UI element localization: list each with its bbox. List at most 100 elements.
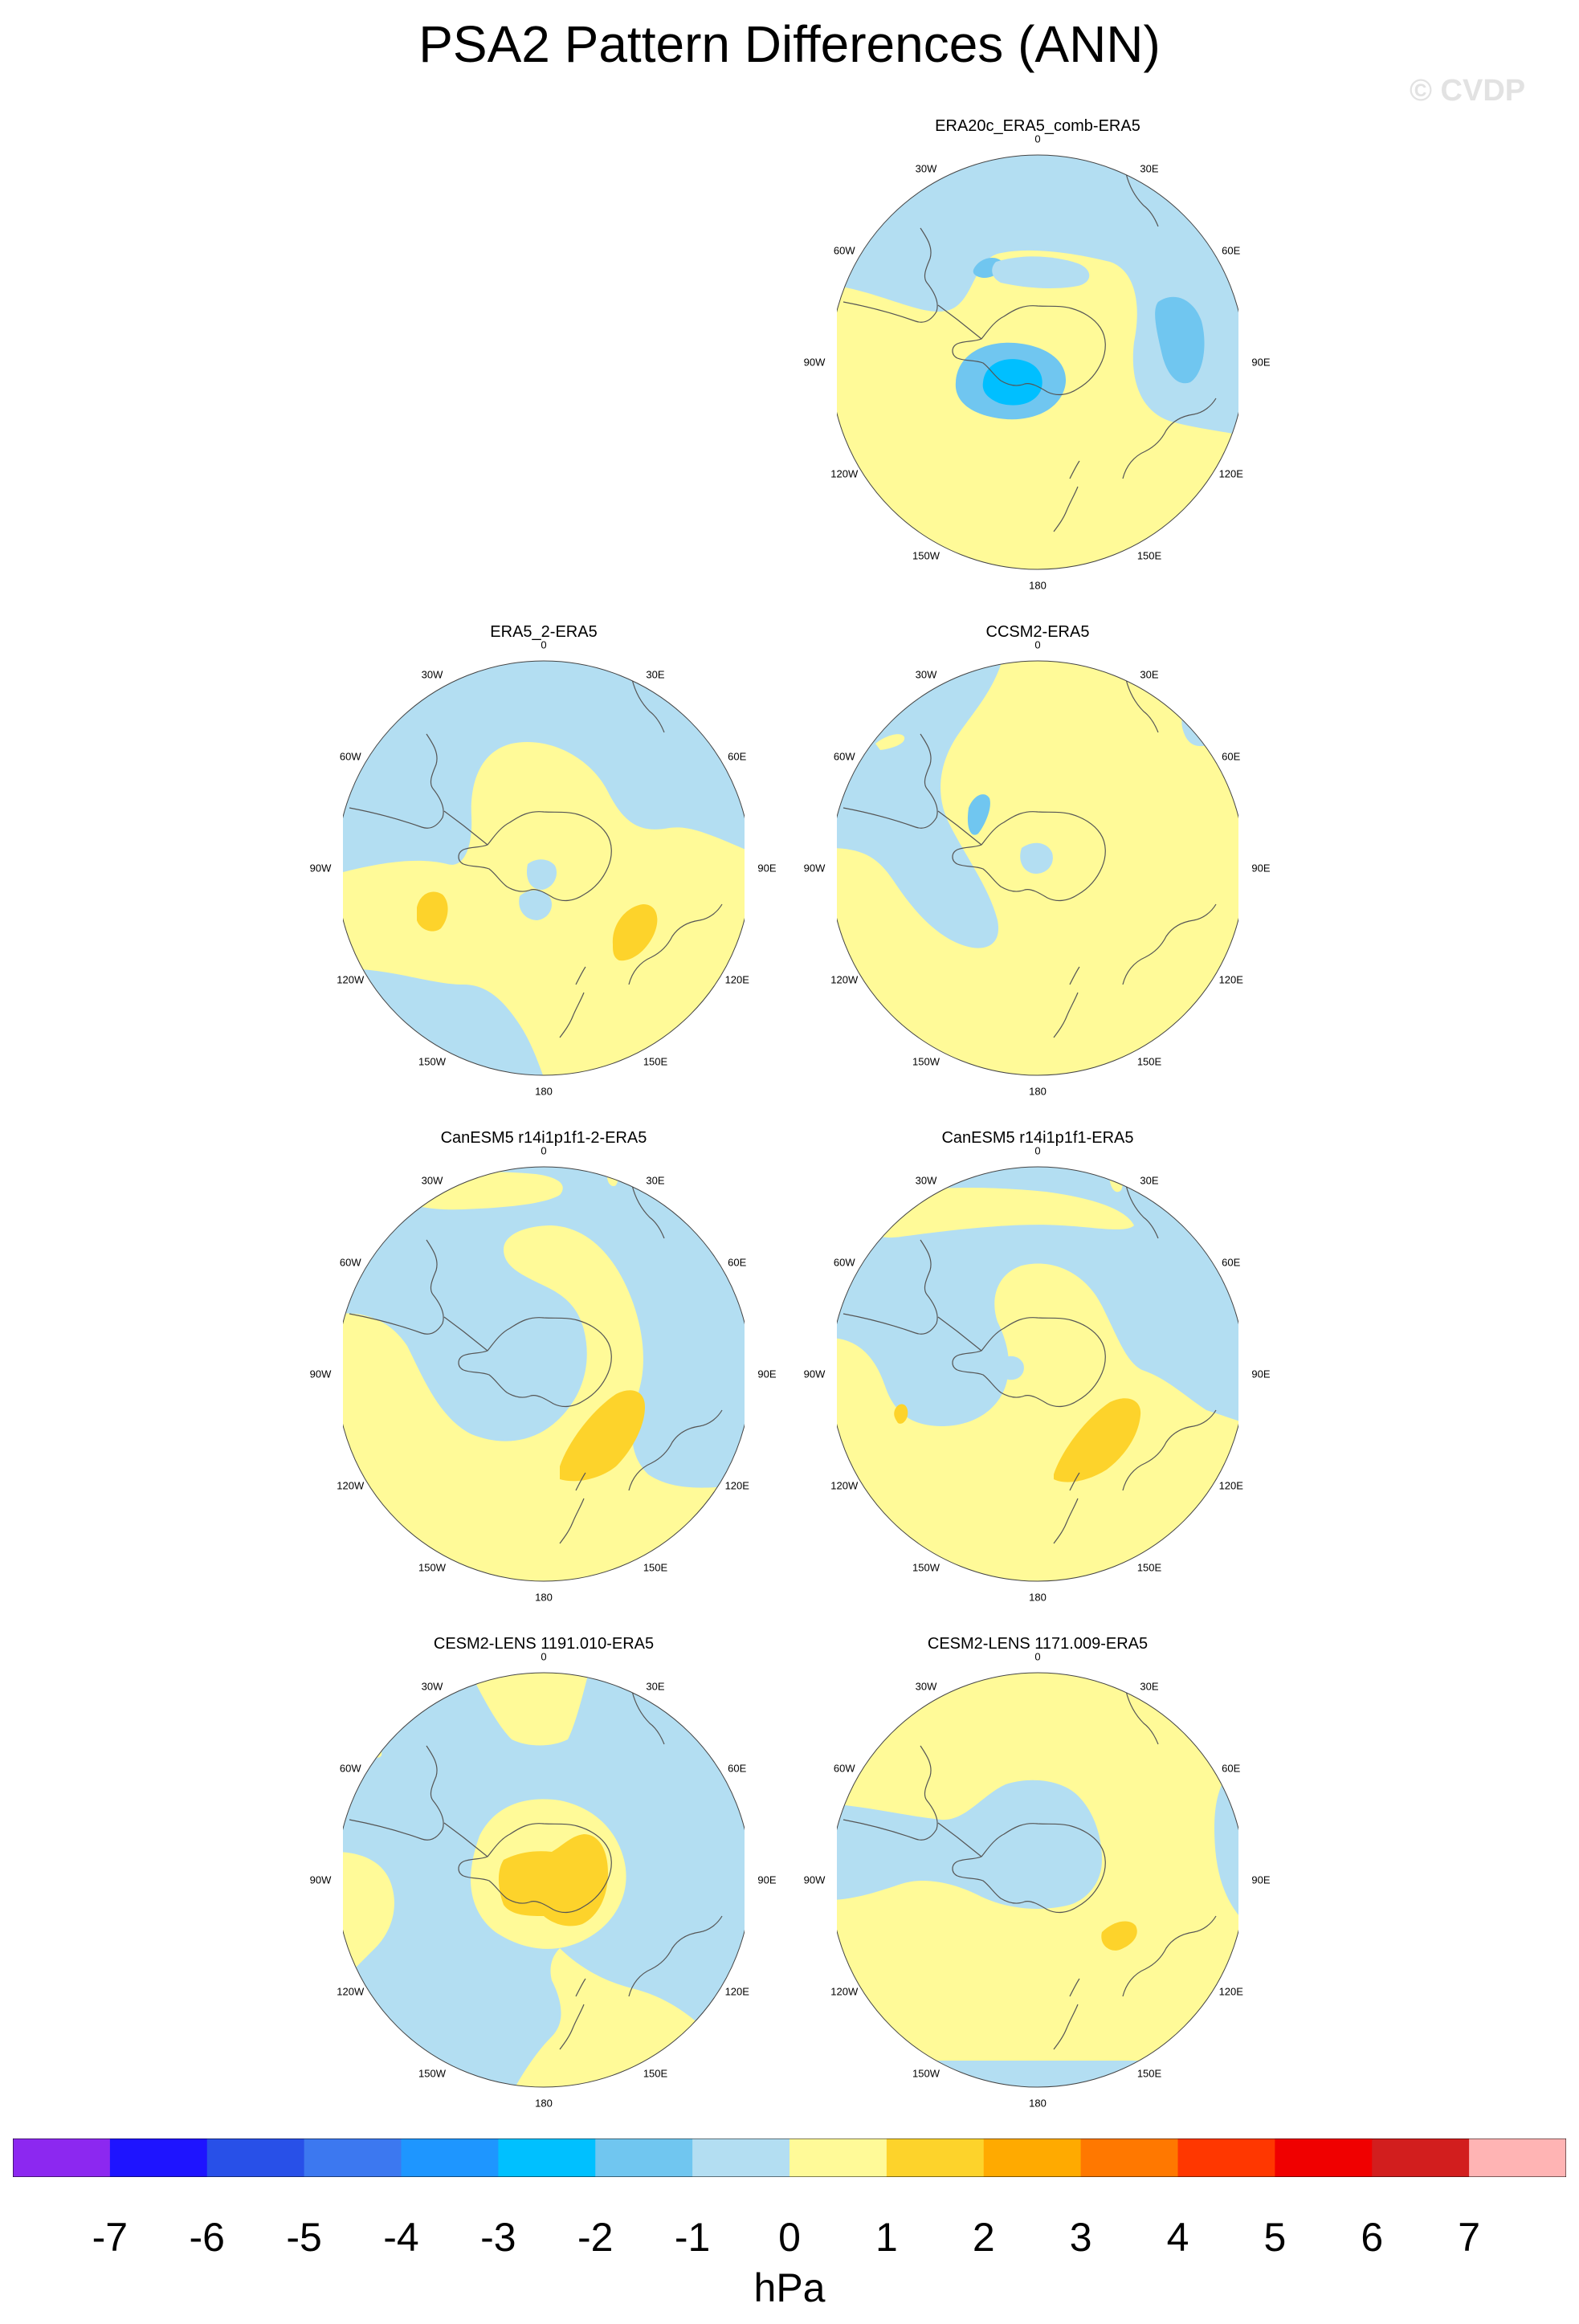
- coastline: [443, 1316, 488, 1352]
- coastline: [1122, 903, 1217, 985]
- longitude-label: 60E: [1222, 1256, 1241, 1269]
- coastline: [631, 679, 665, 733]
- contour-region: [417, 891, 448, 932]
- colorbar-tick-label: 2: [972, 2215, 995, 2260]
- coastline: [559, 1472, 586, 1544]
- contour-region: [967, 794, 990, 835]
- contour-region: [837, 2061, 1238, 2087]
- longitude-label: 120E: [1218, 1985, 1243, 1998]
- longitude-label: 30E: [1140, 1174, 1159, 1187]
- longitude-label: 30W: [421, 668, 443, 681]
- longitude-label: 90W: [803, 862, 826, 875]
- contour-region: [1054, 1398, 1141, 1482]
- longitude-label: 90W: [309, 1873, 332, 1886]
- map-panel: CanESM5 r14i1p1f1-ERA5 0 30E 60E 90E 120E 150…: [797, 1129, 1279, 1604]
- colorbar-segment: [692, 2138, 790, 2177]
- contour-region: [837, 1780, 1102, 1909]
- longitude-label: 60W: [833, 1762, 855, 1775]
- longitude-label: 150E: [643, 2067, 668, 2080]
- contour-region: [612, 904, 658, 961]
- map-panel: CESM2-LENS 1191.010-ERA5 0 30E 60E 90E 120E 1…: [303, 1635, 785, 2110]
- coastline: [1122, 1915, 1217, 1997]
- panel-title: CCSM2-ERA5: [985, 623, 1090, 641]
- longitude-label: 0: [1034, 1144, 1041, 1157]
- panel-title: CanESM5 r14i1p1f1-ERA5: [941, 1129, 1134, 1147]
- colorbar-tick-label: -4: [383, 2215, 419, 2260]
- contour-region: [1155, 296, 1205, 384]
- colorbar-tick-label: 5: [1263, 2215, 1287, 2260]
- colorbar-tick-label: 7: [1458, 2215, 1481, 2260]
- longitude-label: 90E: [1251, 356, 1271, 369]
- longitude-label: 150E: [1136, 1561, 1162, 1574]
- map-panel: CCSM2-ERA5 0 30E 60E 90E 120E 150E 180 150W 120W…: [797, 623, 1279, 1098]
- map-border: [343, 1672, 745, 2088]
- contour-region: [992, 256, 1090, 288]
- coastline: [843, 733, 938, 829]
- longitude-label: 150W: [418, 1561, 446, 1574]
- colorbar-tick-label: 3: [1069, 2215, 1092, 2260]
- coastline: [1122, 398, 1217, 479]
- longitude-label: 90E: [757, 862, 777, 875]
- longitude-label: 150W: [912, 1055, 940, 1068]
- longitude-label: 120W: [830, 1479, 859, 1492]
- longitude-label: 150W: [912, 549, 940, 562]
- coastline: [628, 1409, 723, 1491]
- contour-region: [1101, 1921, 1137, 1951]
- longitude-label: 30W: [915, 162, 937, 175]
- coastline: [937, 304, 982, 340]
- panel-title: CanESM5 r14i1p1f1-2-ERA5: [440, 1129, 647, 1147]
- colorbar-segment: [1177, 2138, 1275, 2177]
- longitude-label: 60E: [1222, 750, 1241, 763]
- coastline: [349, 733, 444, 829]
- longitude-label: 0: [1034, 1650, 1041, 1663]
- coastline: [559, 1978, 586, 2050]
- colorbar-segment: [498, 2138, 596, 2177]
- colorbar-segment: [206, 2138, 305, 2177]
- polar-map: [837, 660, 1238, 1076]
- map-border: [837, 1672, 1238, 2088]
- longitude-label: 0: [541, 1650, 547, 1663]
- coastline: [1053, 460, 1080, 532]
- coastline: [952, 1317, 1106, 1408]
- longitude-label: 90E: [1251, 1368, 1271, 1380]
- longitude-label: 120W: [337, 973, 365, 986]
- colorbar-tick-label: -6: [189, 2215, 225, 2260]
- longitude-label: 150W: [912, 2067, 940, 2080]
- coastline: [443, 1822, 488, 1857]
- panel-title: ERA5_2-ERA5: [490, 623, 598, 641]
- coastline: [937, 1316, 982, 1352]
- contour-region: [343, 742, 745, 1075]
- longitude-label: 120W: [830, 467, 859, 480]
- contour-region: [1214, 1755, 1238, 1924]
- contour-region: [894, 1404, 908, 1424]
- coastline: [937, 1822, 982, 1857]
- watermark: © CVDP: [1410, 74, 1526, 108]
- longitude-label: 90W: [803, 1873, 826, 1886]
- coastline: [937, 810, 982, 846]
- longitude-label: 150E: [1136, 1055, 1162, 1068]
- coastline: [1053, 1472, 1080, 1544]
- longitude-label: 60W: [339, 1762, 361, 1775]
- polar-map: [343, 1672, 745, 2088]
- contour-region: [837, 250, 1238, 569]
- coastline: [559, 966, 586, 1038]
- longitude-label: 0: [1034, 638, 1041, 651]
- contour-region: [526, 859, 557, 890]
- contour-region: [725, 784, 743, 809]
- longitude-label: 90E: [1251, 1873, 1271, 1886]
- coastline: [628, 1915, 723, 1997]
- polar-map: [837, 1672, 1238, 2088]
- longitude-label: 30W: [915, 1174, 937, 1187]
- longitude-label: 30W: [421, 1174, 443, 1187]
- longitude-label: 120W: [830, 1985, 859, 1998]
- colorbar-segment: [1469, 2138, 1566, 2177]
- longitude-label: 0: [541, 638, 547, 651]
- longitude-label: 30E: [646, 1680, 665, 1693]
- colorbar-tick-label: 1: [875, 2215, 898, 2260]
- longitude-label: 180: [1029, 579, 1047, 592]
- coastline: [1125, 1690, 1159, 1745]
- colorbar-segment: [109, 2138, 208, 2177]
- longitude-label: 30W: [915, 1680, 937, 1693]
- colorbar-tick-label: -1: [674, 2215, 711, 2260]
- longitude-label: 30E: [646, 668, 665, 681]
